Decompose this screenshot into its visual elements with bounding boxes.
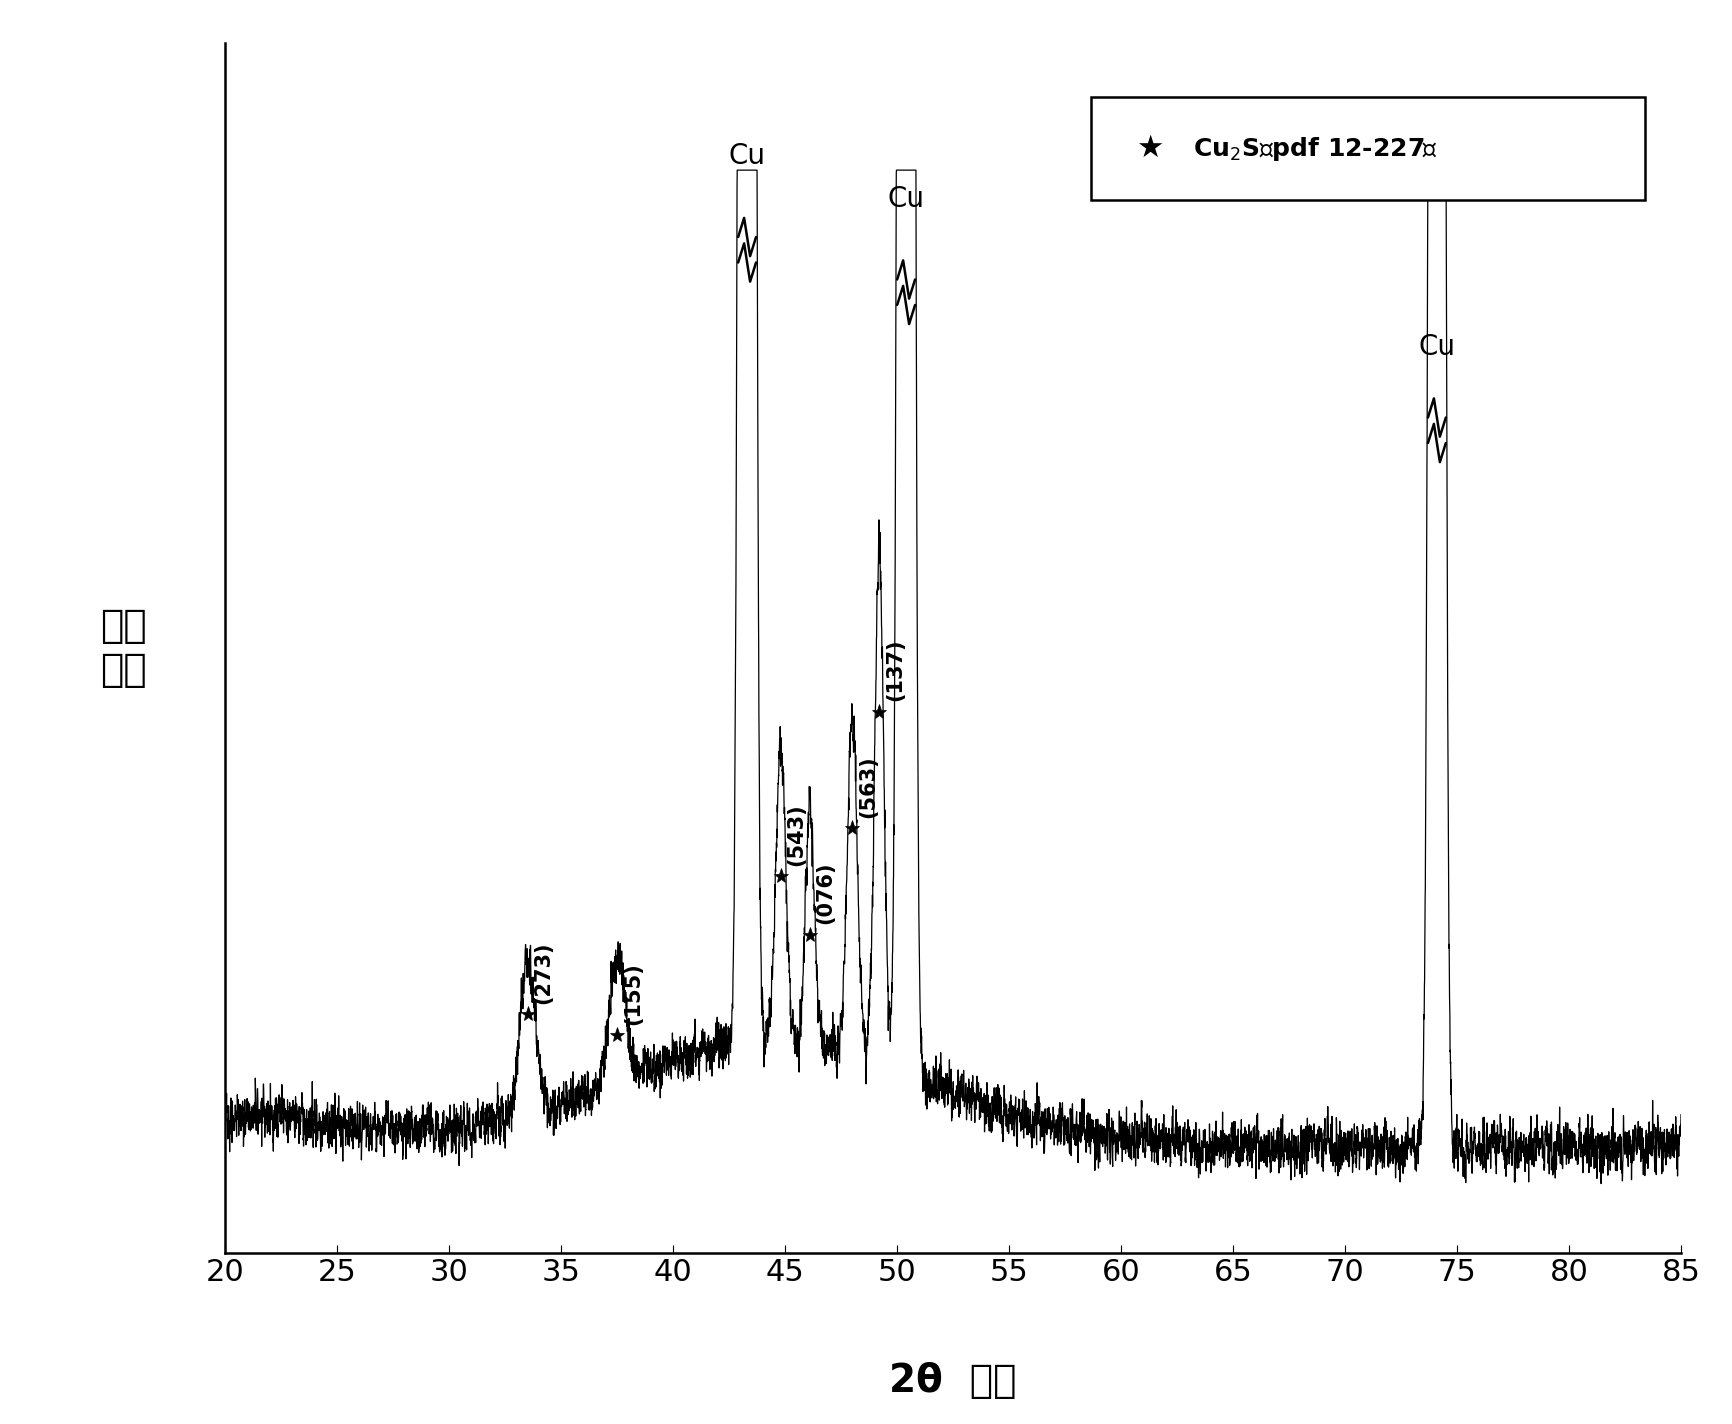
Text: (137): (137) bbox=[885, 638, 904, 701]
Text: Cu$_2$S（pdf 12-227）: Cu$_2$S（pdf 12-227） bbox=[1193, 135, 1438, 162]
Text: (155): (155) bbox=[622, 963, 643, 1025]
Text: (076): (076) bbox=[816, 862, 835, 924]
Text: (563): (563) bbox=[857, 755, 878, 817]
Text: (543): (543) bbox=[786, 803, 805, 866]
Text: 2θ  角度: 2θ 角度 bbox=[889, 1361, 1017, 1400]
Text: 相对
强度: 相对 强度 bbox=[100, 607, 147, 689]
Text: Cu: Cu bbox=[727, 142, 766, 169]
Text: ★: ★ bbox=[1136, 134, 1162, 164]
Text: Cu: Cu bbox=[887, 185, 925, 212]
Bar bbox=[1091, 97, 1644, 201]
Text: (273): (273) bbox=[533, 941, 553, 1004]
Text: Cu: Cu bbox=[1417, 333, 1455, 362]
